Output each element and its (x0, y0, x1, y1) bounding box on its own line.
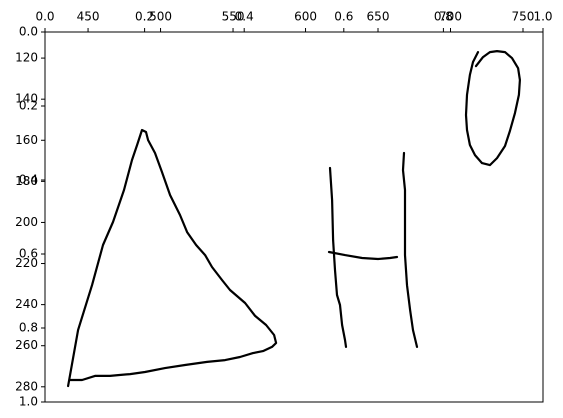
x-tick-label: 0.0 (35, 10, 54, 24)
y-tick-label: 220 (15, 256, 38, 270)
x-tick-label: 1.0 (533, 10, 552, 24)
stroke-line (328, 166, 348, 348)
x-tick-label: 0.4 (235, 10, 254, 24)
y-tick-label: 0.8 (19, 321, 38, 335)
y-tick-label: 240 (15, 297, 38, 311)
x-tick-label: 0.6 (334, 10, 353, 24)
y-tick-label: 200 (15, 215, 38, 229)
plot-frame (44, 31, 544, 403)
y-tick-label: 0.6 (19, 247, 38, 261)
y-tick-label: 120 (15, 51, 38, 65)
stroke-line (67, 128, 278, 388)
x-tick-label: 0.2 (135, 10, 154, 24)
x-tick-label: 0.8 (434, 10, 453, 24)
stroke-line (327, 250, 399, 261)
stroke-line (464, 50, 521, 167)
x-tick-label: 600 (294, 10, 317, 24)
y-tick-label: 180 (15, 174, 38, 188)
stroke-line (401, 151, 419, 348)
y-tick-label: 140 (15, 92, 38, 106)
x-tick-label: 650 (367, 10, 390, 24)
x-tick-label: 450 (77, 10, 100, 24)
y-tick-label: 0.0 (19, 25, 38, 39)
x-tick-label: 700 (439, 10, 462, 24)
x-tick-label: 750 (512, 10, 535, 24)
y-tick-label: 280 (15, 379, 38, 393)
x-tick-label: 500 (149, 10, 172, 24)
y-tick-label: 160 (15, 133, 38, 147)
y-tick-label: 260 (15, 338, 38, 352)
y-tick-label: 0.4 (19, 173, 38, 187)
x-tick-label: 550 (222, 10, 245, 24)
y-tick-label: 1.0 (19, 395, 38, 409)
y-tick-label: 0.2 (19, 99, 38, 113)
